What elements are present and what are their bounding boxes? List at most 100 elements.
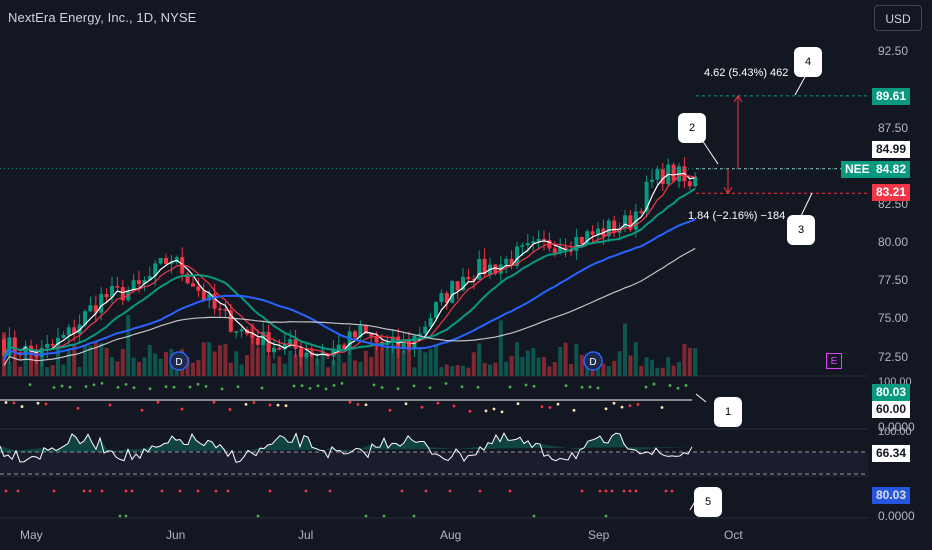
indicator-tick: 0.0000 [878, 509, 915, 523]
indicator1-dot [196, 382, 200, 386]
candle-body [428, 317, 433, 327]
candle-body [493, 264, 498, 274]
candle-body [504, 258, 509, 265]
callout-1[interactable]: 1 [714, 397, 742, 427]
dividend-marker-label: D [175, 357, 182, 368]
time-label: Sep [588, 528, 610, 542]
candle-body [137, 280, 141, 284]
candle-body [590, 231, 595, 235]
indicator1-dot [92, 383, 96, 387]
indicator1-dot [108, 403, 112, 407]
volume-bar [650, 359, 654, 376]
time-label: Oct [724, 528, 743, 542]
volume-bar [574, 343, 579, 376]
indicator1-dot [228, 408, 232, 411]
candle-body [304, 352, 309, 358]
candle-body [434, 302, 438, 318]
candle-body [520, 245, 525, 247]
volume-bar [250, 323, 255, 376]
volume-bar [326, 367, 330, 376]
callout-5[interactable]: 5 [694, 487, 722, 517]
indicator3-dot [604, 489, 608, 493]
volume-bar [158, 358, 163, 376]
candle-body [158, 258, 163, 264]
indicator1-dot [588, 385, 592, 389]
candle-body [477, 258, 482, 280]
candle-body [552, 248, 557, 254]
volume-bar [223, 344, 228, 376]
volume-bar [482, 363, 487, 376]
candle-body [61, 334, 66, 338]
candle-body [574, 237, 579, 251]
volume-bar [185, 357, 190, 376]
candle-body [417, 333, 422, 336]
candle-body [228, 310, 233, 332]
volume-bar [336, 353, 341, 376]
currency-button[interactable]: USD [874, 5, 922, 31]
callout-1-pointer [695, 393, 707, 403]
volume-bar [115, 361, 120, 376]
indicator1-dot [572, 408, 576, 412]
indicator3-dot [364, 514, 368, 518]
volume-bar [520, 357, 525, 376]
volume-bar [552, 362, 557, 376]
price-tick: 77.50 [878, 273, 909, 287]
indicator1-dot [364, 403, 368, 407]
indicator1-dot [540, 405, 544, 409]
indicator1-dot [348, 400, 352, 404]
indicator3-dot [82, 489, 86, 493]
volume-bar [558, 347, 563, 376]
candle-body [461, 276, 465, 291]
measure-up-label: 4.62 (5.43%) 462 [704, 67, 789, 79]
candle-body [353, 331, 357, 338]
indicator1-dot [28, 383, 32, 387]
indicator1-dot [532, 384, 536, 388]
candle-body [299, 348, 303, 358]
volume-bar [450, 365, 455, 376]
volume-bar [239, 364, 244, 376]
indicator1-dot [644, 385, 648, 389]
volume-bar [504, 361, 509, 376]
callout-2[interactable]: 2 [678, 113, 706, 143]
indicator1-dot [76, 406, 80, 410]
indicator1-dot [204, 385, 208, 388]
volume-bar [331, 360, 336, 376]
volume-bar [196, 359, 201, 376]
volume-bar [104, 348, 109, 376]
candle-body [455, 281, 460, 291]
callout-3[interactable]: 3 [787, 215, 815, 245]
callout-4[interactable]: 4 [794, 47, 822, 77]
earnings-marker[interactable]: E [826, 353, 842, 369]
candle-body [390, 336, 395, 343]
volume-bar [601, 363, 606, 376]
indicator1-dot [668, 384, 672, 387]
candle-body [293, 339, 298, 349]
candle-body [261, 331, 266, 345]
volume-bar [488, 364, 492, 376]
candle-body [110, 286, 114, 298]
candle-body [255, 337, 260, 345]
candle-body [471, 279, 476, 281]
candle-body [153, 263, 158, 277]
indicator1-dot [172, 385, 176, 389]
indicator3-dot [178, 489, 182, 493]
candle-body [650, 179, 654, 182]
candle-body [628, 215, 633, 230]
candle-body [88, 305, 93, 312]
candle-body [660, 169, 665, 185]
candle-body [282, 343, 287, 350]
indicator1-dot [636, 403, 640, 406]
ma-fast-line [3, 172, 696, 356]
candle-body [655, 169, 660, 180]
indicator1-dot [252, 401, 256, 404]
stop-price-tag: 83.21 [872, 184, 911, 201]
volume-bar [671, 365, 676, 376]
indicator1-dot [468, 409, 472, 413]
candle-body [207, 293, 212, 301]
indicator3-dot [664, 489, 668, 493]
volume-bar [542, 357, 546, 376]
indicator2-overbought-fill [0, 433, 692, 452]
candle-body [423, 326, 428, 334]
indicator1-dot [260, 386, 264, 390]
